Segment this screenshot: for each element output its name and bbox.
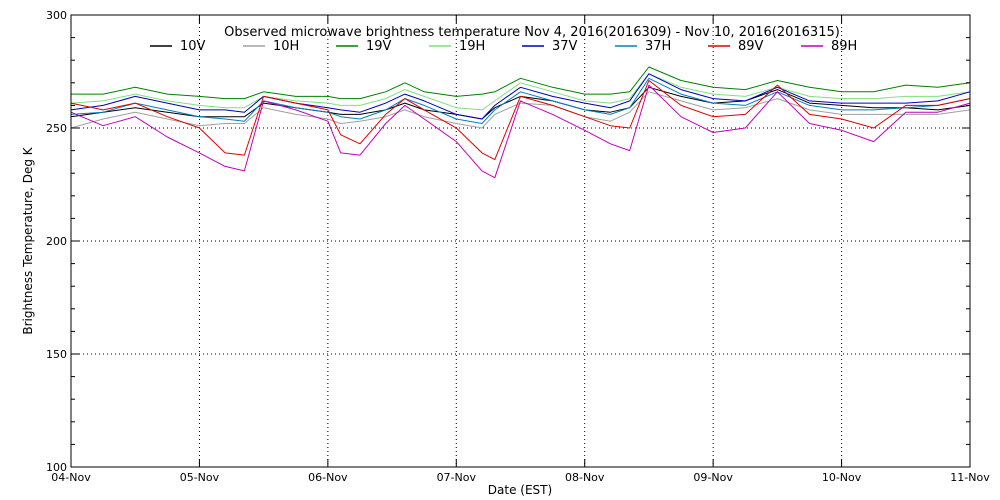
x-tick-label: 06-Nov (308, 471, 348, 484)
x-tick-label: 05-Nov (180, 471, 220, 484)
y-tick-label: 100 (46, 461, 67, 474)
y-tick-label: 250 (46, 122, 67, 135)
legend-label-37v: 37V (552, 39, 578, 54)
x-tick-label: 07-Nov (437, 471, 477, 484)
x-axis-title: Date (EST) (488, 483, 552, 497)
legend-label-10v: 10V (180, 39, 206, 54)
legend-label-19v: 19V (366, 39, 392, 54)
gridlines (71, 15, 970, 467)
legend: 10V 10H 19V 19H 37V 37H 89V 89H (150, 39, 857, 54)
x-tick-label: 11-Nov (950, 471, 990, 484)
y-axis-title: Brightness Temperature, Deg K (21, 146, 35, 334)
chart-title: Observed microwave brightness temperatur… (224, 25, 840, 40)
legend-label-19h: 19H (459, 39, 485, 54)
series-line-10h (70, 91, 971, 129)
legend-label-89v: 89V (738, 39, 764, 54)
series-line-37v (70, 73, 971, 120)
series-line-10v (70, 86, 971, 120)
series-line-37h (70, 77, 971, 124)
legend-label-37h: 37H (645, 39, 671, 54)
series-line-19h (70, 73, 971, 111)
x-tick-label: 10-Nov (822, 471, 862, 484)
series-line-89h (70, 84, 971, 179)
legend-label-89h: 89H (831, 39, 857, 54)
legend-label-10h: 10H (273, 39, 299, 54)
x-tick-label: 04-Nov (51, 471, 91, 484)
series-line-89v (70, 80, 971, 161)
y-tick-label: 300 (46, 9, 67, 22)
x-tick-label: 09-Nov (693, 471, 733, 484)
y-tick-label: 200 (46, 235, 67, 248)
series-lines (70, 66, 971, 179)
x-tick-label: 08-Nov (565, 471, 605, 484)
y-tick-label: 150 (46, 348, 67, 361)
axis-ticks: 04-Nov 05-Nov 06-Nov 07-Nov 08-Nov 09-Nov 10-N… (46, 9, 990, 484)
series-line-19v (71, 66, 971, 100)
